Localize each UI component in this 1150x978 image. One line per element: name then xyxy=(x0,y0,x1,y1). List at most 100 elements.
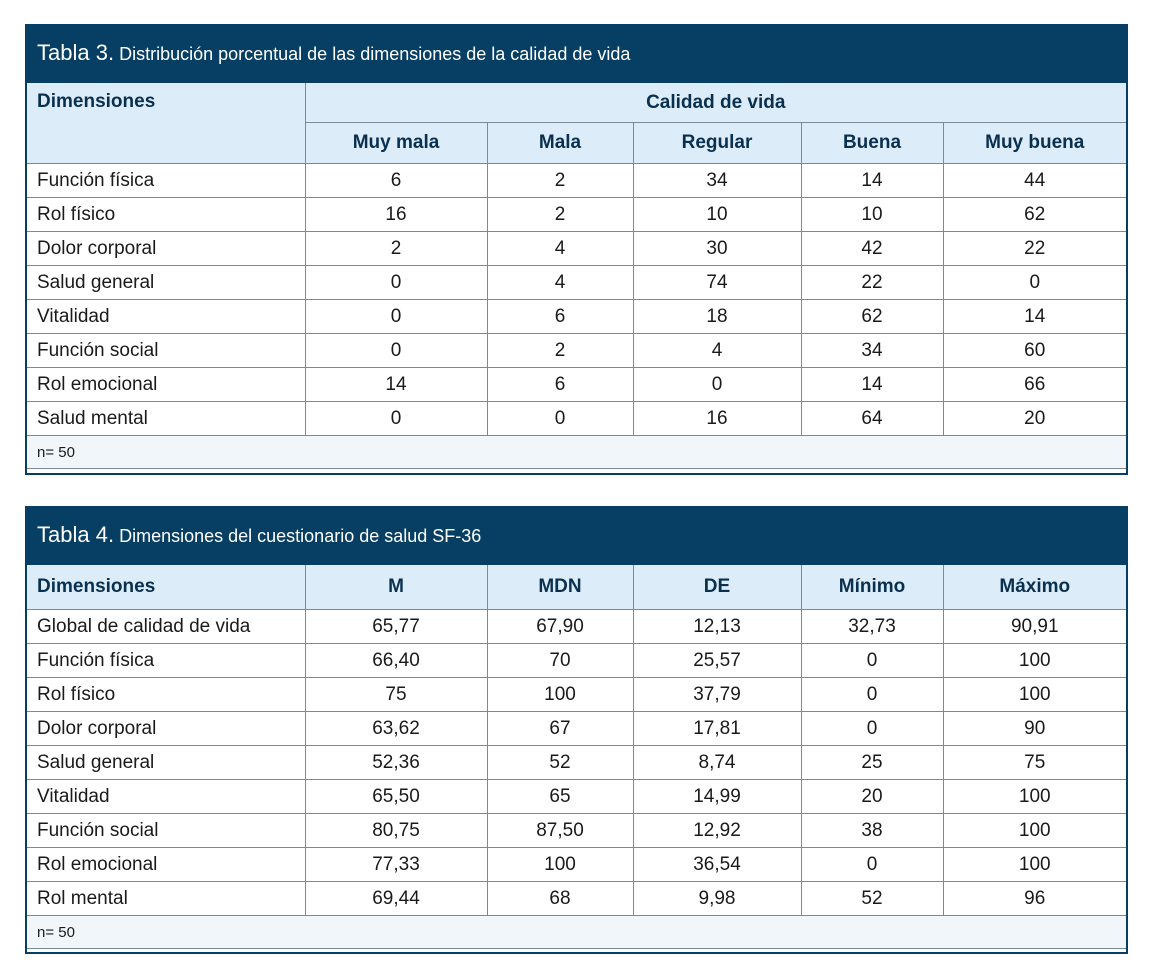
table-cell: 16 xyxy=(304,197,488,232)
table-cell: 17,81 xyxy=(632,711,802,746)
row-label: Global de calidad de vida xyxy=(27,609,306,644)
table-cell: 77,33 xyxy=(304,847,488,882)
table-cell: 65,77 xyxy=(304,609,488,644)
table-cell: 0 xyxy=(486,401,634,436)
table-cell: 22 xyxy=(942,231,1126,266)
table-cell: 60 xyxy=(942,333,1126,368)
table-cell: 52,36 xyxy=(304,745,488,780)
table-cell: 52 xyxy=(800,881,944,916)
row-label: Función social xyxy=(27,813,306,848)
column-header: Mala xyxy=(486,122,634,164)
table-4-note: n= 50 xyxy=(27,915,1126,949)
row-label: Rol físico xyxy=(27,197,306,232)
table-cell: 18 xyxy=(632,299,802,334)
table-3-grid: Dimensiones Calidad de vida Muy mala Mala… xyxy=(27,83,1126,469)
table-cell: 0 xyxy=(632,367,802,402)
table-cell: 10 xyxy=(632,197,802,232)
table-cell: 80,75 xyxy=(304,813,488,848)
table-3-note: n= 50 xyxy=(27,435,1126,469)
table-cell: 2 xyxy=(486,163,634,198)
table-cell: 100 xyxy=(942,643,1126,678)
column-header: M xyxy=(304,565,488,610)
table-cell: 70 xyxy=(486,643,634,678)
table-row: Rol físico 16 2 10 10 62 xyxy=(27,197,1126,232)
table-3: Tabla 3. Distribución porcentual de las … xyxy=(25,24,1128,475)
table-row: Rol mental 69,44 68 9,98 52 96 xyxy=(27,881,1126,916)
table-cell: 37,79 xyxy=(632,677,802,712)
row-label: Vitalidad xyxy=(27,299,306,334)
table-cell: 96 xyxy=(942,881,1126,916)
table-cell: 14 xyxy=(942,299,1126,334)
table-cell: 68 xyxy=(486,881,634,916)
table-3-number: Tabla 3. xyxy=(37,40,115,65)
table-cell: 42 xyxy=(800,231,944,266)
table-cell: 12,92 xyxy=(632,813,802,848)
table-cell: 67,90 xyxy=(486,609,634,644)
table-cell: 87,50 xyxy=(486,813,634,848)
table-row: Salud general 0 4 74 22 0 xyxy=(27,265,1126,300)
row-label: Rol físico xyxy=(27,677,306,712)
table-cell: 20 xyxy=(942,401,1126,436)
column-header: Muy mala xyxy=(305,122,488,164)
table-cell: 65 xyxy=(486,779,634,814)
column-header: MDN xyxy=(486,565,634,610)
table-cell: 30 xyxy=(632,231,802,266)
table-row: Rol emocional 77,33 100 36,54 0 100 xyxy=(27,847,1126,882)
row-label: Función física xyxy=(27,163,306,198)
table-cell: 36,54 xyxy=(632,847,802,882)
table-row: Rol emocional 14 6 0 14 66 xyxy=(27,367,1126,402)
table-cell: 75 xyxy=(304,677,488,712)
table-cell: 34 xyxy=(632,163,802,198)
table-cell: 64 xyxy=(800,401,944,436)
table-cell: 8,74 xyxy=(632,745,802,780)
row-label: Salud general xyxy=(27,265,306,300)
table-cell: 90,91 xyxy=(942,609,1126,644)
table-cell: 62 xyxy=(800,299,944,334)
dimensions-header: Dimensiones xyxy=(27,565,306,610)
table-4: Tabla 4. Dimensiones del cuestionario de… xyxy=(25,506,1128,954)
table-cell: 44 xyxy=(942,163,1126,198)
table-cell: 66,40 xyxy=(304,643,488,678)
table-cell: 0 xyxy=(304,333,488,368)
table-4-grid: Dimensiones M MDN DE Mínimo Máximo Global de … xyxy=(27,565,1126,949)
table-cell: 100 xyxy=(486,677,634,712)
table-4-title: Dimensiones del cuestionario de salud SF… xyxy=(119,526,482,546)
column-header: Mínimo xyxy=(800,565,944,610)
dimensions-header: Dimensiones xyxy=(27,83,306,164)
row-label: Función física xyxy=(27,643,306,678)
table-row: Salud general 52,36 52 8,74 25 75 xyxy=(27,745,1126,780)
table-row: Global de calidad de vida 65,77 67,90 12,13… xyxy=(27,609,1126,644)
table-cell: 9,98 xyxy=(632,881,802,916)
table-row: Salud mental 0 0 16 64 20 xyxy=(27,401,1126,436)
table-row: Dolor corporal 2 4 30 42 22 xyxy=(27,231,1126,266)
table-row: Vitalidad 0 6 18 62 14 xyxy=(27,299,1126,334)
table-cell: 14 xyxy=(800,367,944,402)
row-label: Rol emocional xyxy=(27,367,306,402)
table-cell: 32,73 xyxy=(800,609,944,644)
table-cell: 16 xyxy=(632,401,802,436)
table-cell: 67 xyxy=(486,711,634,746)
table-cell: 4 xyxy=(486,231,634,266)
table-cell: 69,44 xyxy=(304,881,488,916)
table-cell: 10 xyxy=(800,197,944,232)
table-cell: 25,57 xyxy=(632,643,802,678)
row-label: Rol emocional xyxy=(27,847,306,882)
table-cell: 100 xyxy=(486,847,634,882)
table-4-caption: Tabla 4. Dimensiones del cuestionario de… xyxy=(27,508,1126,565)
table-cell: 6 xyxy=(486,367,634,402)
table-cell: 4 xyxy=(632,333,802,368)
table-cell: 74 xyxy=(632,265,802,300)
table-cell: 0 xyxy=(304,401,488,436)
table-cell: 65,50 xyxy=(304,779,488,814)
table-row: Rol físico 75 100 37,79 0 100 xyxy=(27,677,1126,712)
table-cell: 0 xyxy=(800,847,944,882)
table-cell: 0 xyxy=(942,265,1126,300)
row-label: Dolor corporal xyxy=(27,231,306,266)
row-label: Vitalidad xyxy=(27,779,306,814)
table-cell: 14,99 xyxy=(632,779,802,814)
table-cell: 14 xyxy=(304,367,488,402)
table-cell: 0 xyxy=(304,265,488,300)
table-cell: 2 xyxy=(304,231,488,266)
table-4-number: Tabla 4. xyxy=(37,522,115,547)
table-cell: 0 xyxy=(800,711,944,746)
